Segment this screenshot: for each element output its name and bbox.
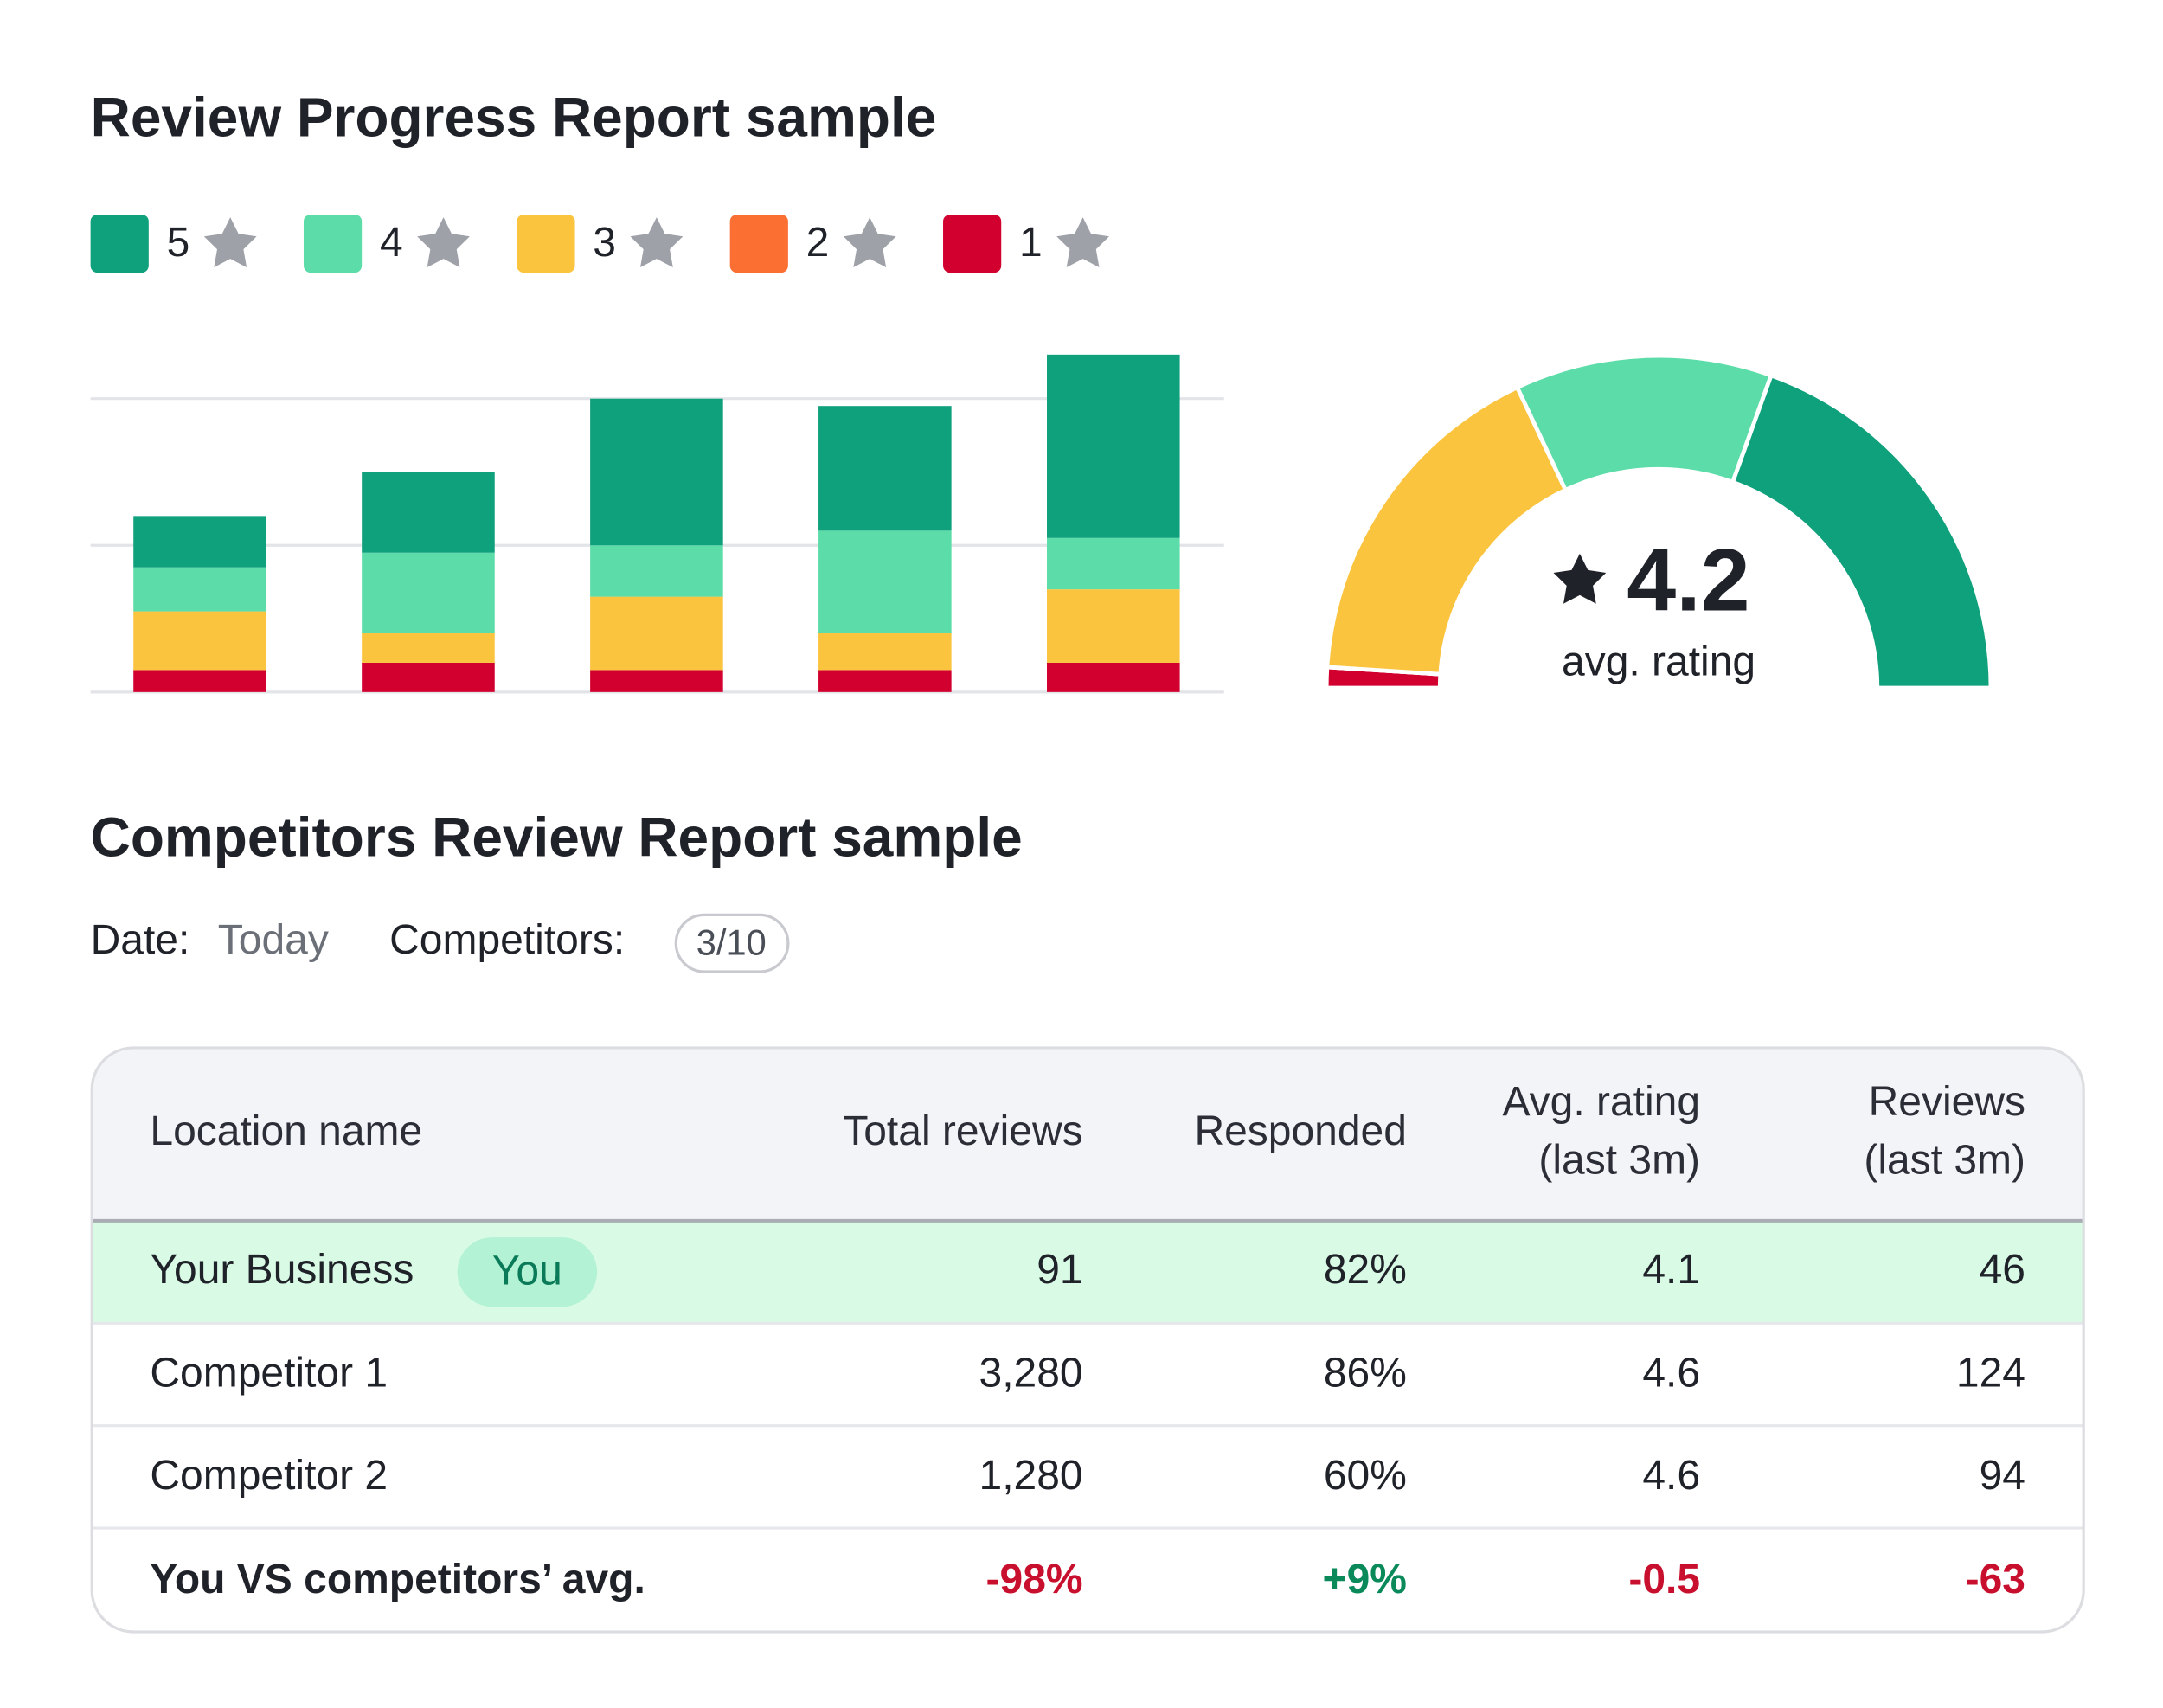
column-header: Avg. rating [1503,1079,1701,1125]
section-title: Review Progress Report sample [91,87,937,149]
table-cell: 4.6 [1642,1351,1700,1397]
legend-label: 4 [380,220,403,266]
column-header: Reviews [1869,1079,2025,1125]
table-cell: 3,280 [979,1351,1083,1397]
star-icon [630,217,684,268]
legend-label: 2 [806,220,830,266]
table-cell: 91 [1037,1247,1082,1293]
star-icon [843,217,896,268]
gauge-segment [1514,353,1775,493]
bar-segment [590,670,723,692]
gauge-segment [1730,372,1993,690]
table-cell: 4.1 [1642,1247,1700,1293]
bar-segment [362,472,495,553]
filter-value[interactable]: 3/10 [696,922,767,963]
gauge-label: avg. rating [1562,639,1755,685]
row-label: You VS competitors’ avg. [150,1557,645,1602]
table-cell: 1,280 [979,1453,1083,1499]
gauge-segment [1325,384,1569,677]
badge [457,1237,598,1307]
legend-label: 1 [1019,220,1043,266]
table-cell: 4.6 [1642,1453,1700,1499]
bar-chart [90,354,1224,694]
table-cell: 86% [1324,1351,1407,1397]
table-cell: 82% [1324,1247,1407,1293]
highlight-row-bg [92,1220,2084,1324]
bar-segment [818,670,952,692]
badge-label: You [492,1248,562,1294]
gauge-chart: 4.2 avg. rating [1324,353,1993,690]
column-header: (last 3m) [1864,1137,2025,1183]
bar-segment [362,552,495,634]
star-icon [1553,553,1607,604]
filter-pill[interactable] [674,913,790,973]
star-icon [1056,217,1109,268]
bar-segment [1047,589,1180,663]
table-cell: -63 [1966,1557,2025,1602]
column-header: Location name [150,1108,422,1154]
table-cell: -0.5 [1628,1557,1700,1602]
bar-segment [818,406,952,531]
legend: 5 4 3 2 1 [90,214,1109,273]
bar-segment [818,530,952,634]
table-cell: 60% [1324,1453,1407,1499]
bar-segment [1047,354,1180,538]
gauge-value: 4.2 [1627,530,1749,629]
filter-label: Date: [91,917,190,963]
legend-swatch [517,214,575,273]
legend-swatch [729,214,788,273]
column-header: (last 3m) [1538,1137,1700,1183]
row-label: Competitor 2 [150,1453,388,1499]
table-cell: 124 [1956,1351,2025,1397]
legend-label: 3 [593,220,616,266]
section-title: Competitors Review Report sample [91,806,1023,869]
row-label: Your Business [150,1247,414,1293]
table-header-bg [92,1047,2084,1221]
legend-label: 5 [167,220,190,266]
bar-segment [1047,662,1180,692]
bar-segment [818,633,952,671]
column-header: Responded [1194,1108,1406,1154]
bar-segment [590,545,723,597]
star-icon [203,217,257,268]
table-cell: +9% [1323,1557,1407,1602]
table: Location name Total reviews Responded Avg. … [90,1046,2085,1634]
legend-swatch [303,214,363,273]
bar-segment [362,662,495,692]
table-cell: 94 [1980,1453,2025,1499]
bar-segment [133,516,266,568]
legend-swatch [90,214,149,273]
filter-label: Competitors: [389,917,625,963]
star-icon [417,217,470,268]
bar-segment [133,670,266,692]
bar-segment [1047,537,1180,590]
filter-value[interactable]: Today [218,917,329,963]
bar-segment [362,633,495,663]
table-cell: 46 [1980,1247,2025,1293]
row-label: Competitor 1 [150,1351,388,1397]
bar-segment [133,567,266,612]
legend-swatch [943,214,1002,273]
bar-segment [590,398,723,546]
bar-segment [133,611,266,671]
table-border [90,1046,2085,1634]
table-cell: -98% [986,1557,1083,1602]
column-header: Total reviews [843,1108,1082,1154]
bar-segment [590,596,723,671]
